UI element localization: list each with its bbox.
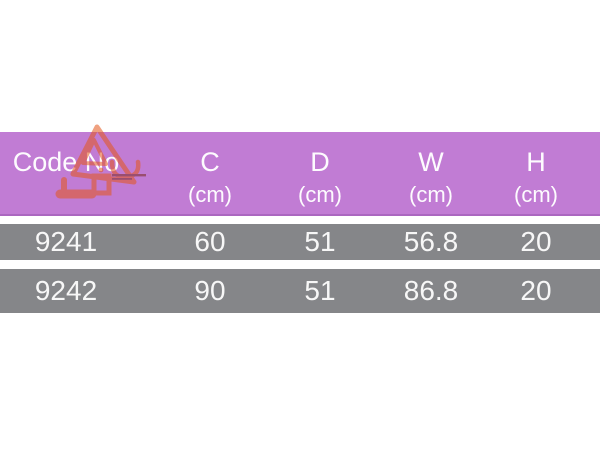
table-cell-code: 9242 <box>34 275 98 306</box>
column-header-code-no: Code No <box>12 147 120 177</box>
column-unit-c: (cm) <box>188 182 232 207</box>
table-cell-w: 86.8 <box>403 275 459 306</box>
column-header-d: D <box>310 147 330 177</box>
column-unit-d: (cm) <box>298 182 342 207</box>
table-cell-code: 9241 <box>34 226 98 257</box>
table-cell-w: 56.8 <box>403 226 459 257</box>
table-header-row: Code No C (cm) D (cm) W (cm) H (cm) <box>0 132 600 216</box>
column-unit-h: (cm) <box>514 182 558 207</box>
table-cell-h: 20 <box>520 226 552 257</box>
table-cell-d: 51 <box>304 226 336 257</box>
table-row: 9241 60 51 56.8 20 <box>0 224 600 260</box>
table-row: 9242 90 51 86.8 20 <box>0 269 600 313</box>
table-cell-c: 90 <box>194 275 226 306</box>
column-header-c: C <box>200 147 220 177</box>
table-cell-c: 60 <box>194 226 226 257</box>
column-header-h: H <box>526 147 546 177</box>
column-header-w: W <box>418 147 444 177</box>
table-cell-d: 51 <box>304 275 336 306</box>
column-unit-w: (cm) <box>409 182 453 207</box>
table-cell-h: 20 <box>520 275 552 306</box>
